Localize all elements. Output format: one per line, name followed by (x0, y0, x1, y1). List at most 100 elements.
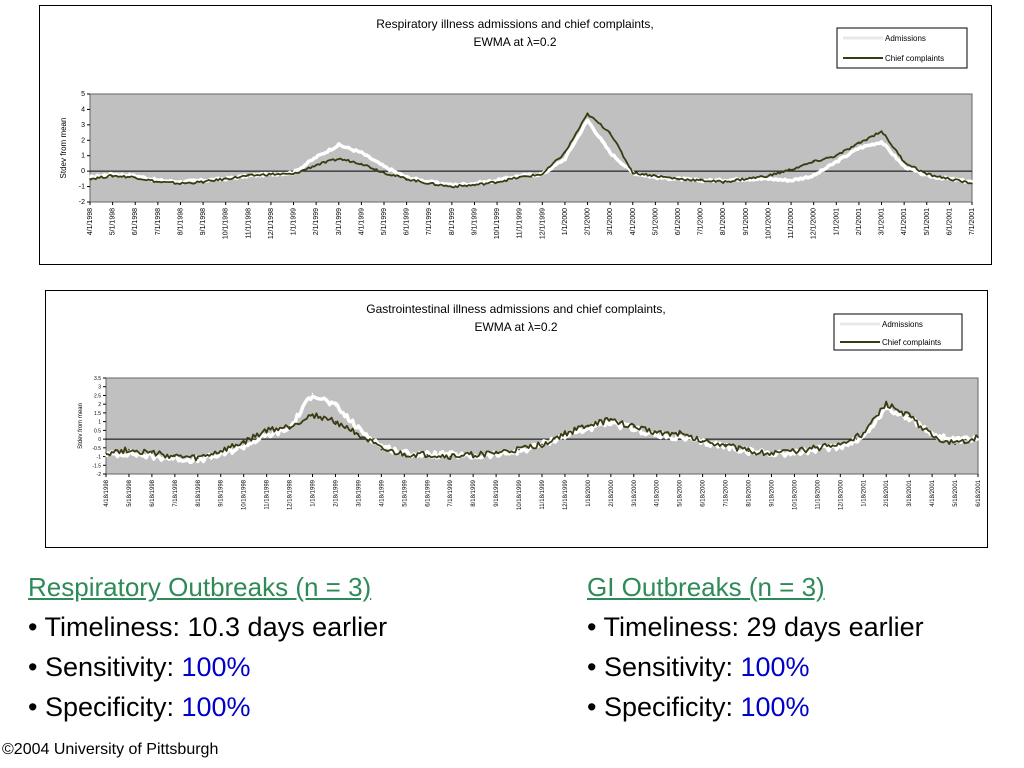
y-tick-label: 2 (81, 137, 85, 144)
data-point (862, 436, 865, 439)
data-point (315, 164, 317, 166)
gi-chart-frame: Gastrointestinal illness admissions and … (45, 290, 988, 548)
data-point (357, 427, 360, 430)
data-point (977, 436, 979, 439)
data-point (426, 454, 429, 456)
data-point (89, 178, 91, 180)
x-tick-label: 11/1/1999 (517, 208, 524, 239)
y-tick-label: 2 (98, 402, 101, 408)
y-tick-label: 0.5 (94, 428, 101, 434)
chart-subtitle: EWMA at λ=0.2 (474, 320, 557, 334)
data-point (518, 448, 520, 451)
data-point (174, 457, 176, 460)
data-point (449, 454, 452, 456)
x-tick-label: 9/1/2000 (743, 208, 750, 235)
data-point (903, 161, 905, 163)
data-point (678, 433, 681, 435)
respiratory-specificity: • Specificity: 100% (28, 687, 468, 727)
data-point (858, 147, 860, 149)
x-tick-label: 1/1/2000 (562, 208, 569, 235)
data-point (812, 161, 815, 163)
x-tick-label: 8/1/1999 (449, 208, 456, 235)
y-tick-label: 3 (81, 122, 85, 129)
data-point (632, 427, 635, 430)
data-point (270, 173, 272, 176)
x-tick-label: 5/18/1998 (127, 479, 133, 506)
data-point (724, 443, 727, 446)
data-point (931, 434, 933, 437)
x-tick-label: 2/18/2001 (884, 479, 890, 506)
data-point (971, 182, 973, 185)
data-point (428, 181, 431, 183)
y-tick-label: 2.5 (94, 393, 101, 399)
data-point (315, 156, 317, 159)
data-point (793, 450, 796, 453)
x-tick-label: 7/18/1999 (448, 479, 454, 506)
respiratory-outbreaks-heading[interactable]: Respiratory Outbreaks (n = 3) (28, 572, 372, 602)
data-point (880, 130, 883, 132)
x-tick-label: 3/18/2001 (907, 479, 913, 506)
gi-outbreaks-heading[interactable]: GI Outbreaks (n = 3) (587, 572, 825, 602)
data-point (196, 457, 199, 460)
x-tick-label: 10/18/2000 (792, 479, 798, 510)
x-tick-label: 10/1/1998 (223, 208, 230, 239)
x-tick-label: 5/1/2001 (924, 208, 931, 235)
x-tick-label: 9/1/1999 (471, 208, 478, 235)
data-point (311, 413, 314, 416)
x-tick-label: 11/18/1999 (540, 479, 546, 509)
data-point (655, 434, 658, 437)
y-tick-label: 1 (81, 153, 85, 160)
data-point (858, 142, 860, 145)
data-point (839, 443, 842, 446)
x-tick-label: 6/18/1998 (150, 479, 156, 506)
y-axis-label: Stdev from mean (78, 403, 84, 449)
x-tick-label: 12/1/1999 (539, 208, 546, 239)
x-tick-label: 6/18/2001 (976, 479, 982, 506)
y-tick-label: -1 (79, 184, 85, 191)
y-tick-label: 1 (98, 420, 101, 426)
data-point (179, 181, 182, 183)
data-point (885, 403, 888, 405)
data-point (610, 422, 612, 425)
x-tick-label: 6/1/2001 (946, 208, 953, 235)
data-point (403, 454, 406, 456)
chart-subtitle: EWMA at λ=0.2 (473, 35, 556, 49)
data-point (586, 119, 589, 122)
data-point (157, 181, 159, 183)
data-point (767, 178, 770, 180)
data-point (767, 174, 770, 177)
data-point (265, 434, 268, 437)
data-point (977, 438, 979, 440)
data-point (790, 179, 792, 182)
data-point (654, 174, 657, 177)
legend-box (833, 313, 963, 351)
x-tick-label: 11/18/1998 (265, 479, 271, 509)
data-point (631, 171, 634, 174)
y-tick-label: 3 (98, 385, 101, 391)
x-tick-label: 11/1/1998 (245, 208, 252, 239)
x-tick-label: 1/1/1999 (291, 208, 298, 235)
data-point (835, 161, 838, 163)
y-tick-label: -0.5 (92, 446, 101, 452)
data-point (89, 176, 91, 179)
data-point (954, 443, 956, 446)
data-point (564, 434, 566, 437)
legend-label: Admissions (882, 320, 923, 329)
x-tick-label: 6/1/1998 (132, 208, 139, 235)
data-point (632, 426, 635, 428)
respiratory-chart: Respiratory illness admissions and chief… (59, 17, 976, 239)
data-point (812, 174, 815, 177)
data-point (151, 455, 153, 458)
data-point (495, 454, 497, 456)
plot-area (105, 377, 979, 475)
plot-area (89, 93, 973, 203)
data-point (610, 419, 612, 421)
data-point (903, 165, 905, 168)
chart-title: Respiratory illness admissions and chief… (376, 17, 653, 31)
x-tick-label: 4/18/2000 (655, 479, 661, 506)
x-tick-label: 2/18/1999 (333, 479, 339, 506)
gi-summary: GI Outbreaks (n = 3) • Timeliness: 29 da… (587, 572, 1024, 727)
copyright-notice: ©2004 University of Pittsburgh (2, 741, 219, 758)
x-tick-label: 2/1/2001 (856, 208, 863, 235)
respiratory-timeliness: • Timeliness: 10.3 days earlier (28, 612, 388, 642)
